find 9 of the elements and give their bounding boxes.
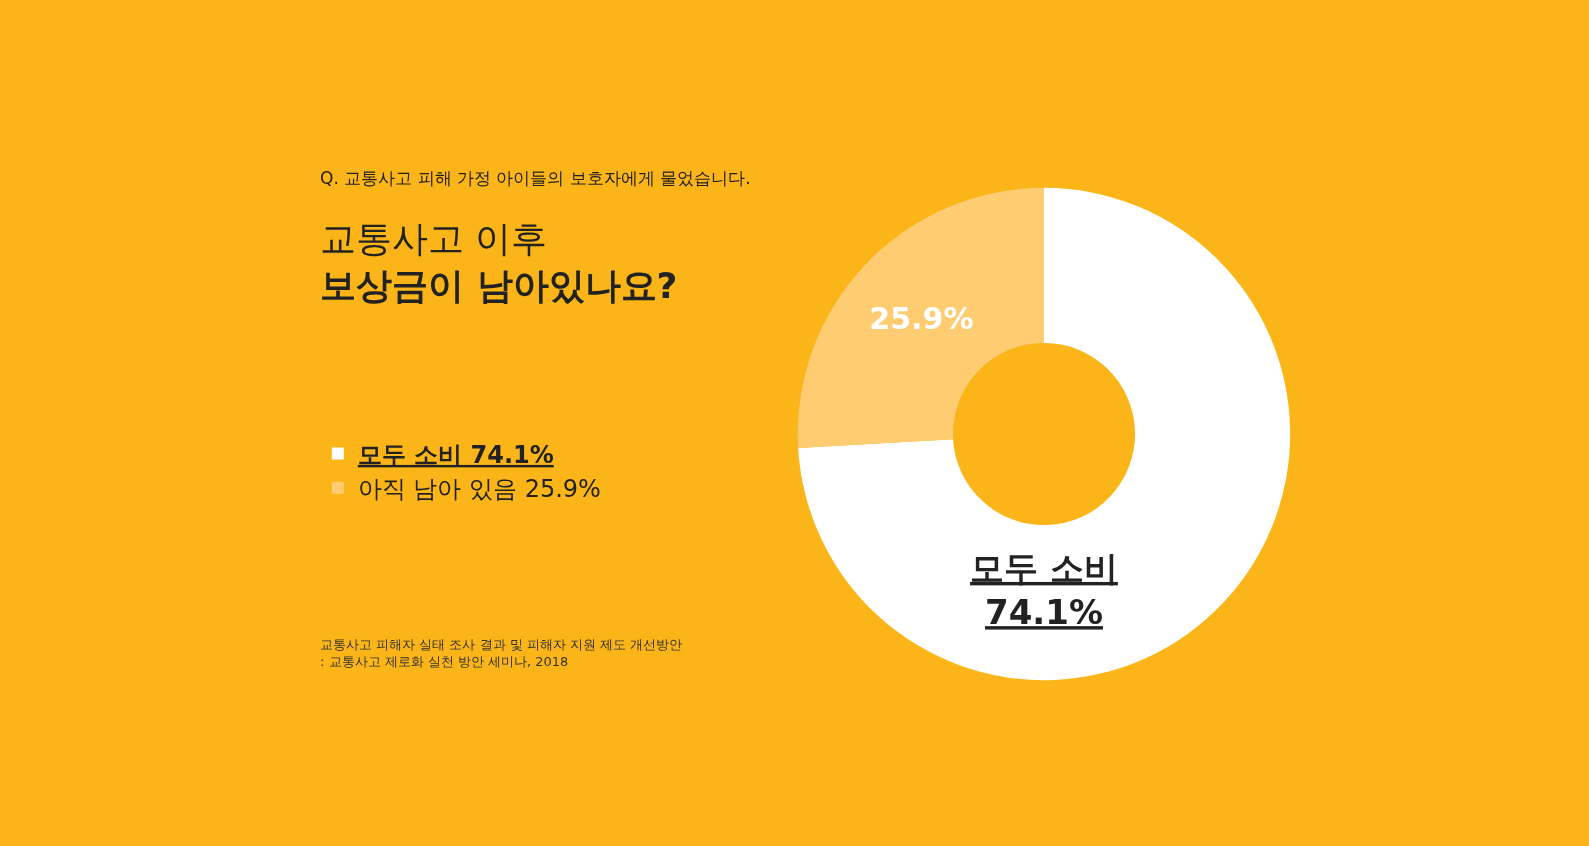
legend-label: 아직 남아 있음 25.9% (357, 475, 601, 504)
text: 교통사고 피해자 실태 조사 결과 및 피해자 지원 제도 개선방안 : 교통사고 제로화 실천 방안 세미나, 2018 (320, 637, 683, 669)
donut-slice (798, 187, 1044, 448)
chart-subtitle: Q. 교통사고 피해 가정 아이들의 보호자에게 물었습니다. (320, 168, 751, 188)
text: 교통사고 이후 보상금이 남아있나요? (320, 218, 678, 306)
legend-label: 모두 소비 74.1% (357, 440, 554, 469)
data-label: 25.9% (869, 300, 974, 336)
donut-slice (798, 187, 1291, 681)
data-label: 모두 소비 74.1% (970, 547, 1118, 633)
